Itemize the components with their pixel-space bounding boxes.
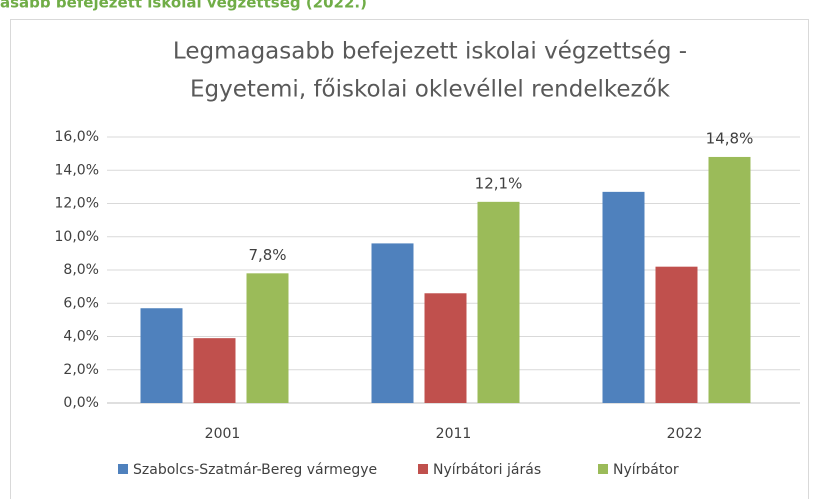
x-tick-label: 2022: [667, 426, 703, 442]
x-tick-label: 2011: [436, 426, 472, 442]
legend-swatch: [418, 464, 428, 474]
y-tick-label: 8,0%: [63, 262, 99, 278]
y-tick-label: 2,0%: [63, 362, 99, 378]
x-tick-label: 2001: [205, 426, 241, 442]
y-tick-label: 14,0%: [55, 162, 99, 178]
data-label: 12,1%: [475, 174, 523, 192]
bar: [193, 338, 236, 403]
bar: [602, 191, 645, 403]
y-tick-label: 10,0%: [55, 229, 99, 245]
legend-swatch: [118, 464, 128, 474]
y-tick-label: 0,0%: [63, 395, 99, 411]
y-tick-label: 12,0%: [55, 196, 99, 212]
legend-label: Nyírbátor: [613, 462, 679, 478]
y-tick-label: 16,0%: [55, 129, 99, 145]
data-label: 7,8%: [248, 246, 286, 264]
y-tick-label: 6,0%: [63, 295, 99, 311]
page-header: asabb befejezett iskolai végzettség (202…: [0, 0, 367, 12]
chart-title: Legmagasabb befejezett iskolai végzettsé…: [173, 39, 687, 65]
bar: [424, 293, 467, 403]
legend-swatch: [598, 464, 608, 474]
legend-label: Nyírbátori járás: [433, 462, 541, 478]
bar: [140, 308, 183, 403]
legend-label: Szabolcs-Szatmár-Bereg vármegye: [133, 462, 377, 478]
bar: [371, 243, 414, 403]
bar: [655, 266, 698, 403]
bar: [246, 273, 289, 403]
y-tick-label: 4,0%: [63, 329, 99, 345]
bar: [708, 156, 751, 403]
data-label: 14,8%: [706, 129, 754, 147]
bar: [477, 201, 520, 403]
chart-title: Egyetemi, főiskolai oklevéllel rendelkez…: [190, 77, 671, 103]
